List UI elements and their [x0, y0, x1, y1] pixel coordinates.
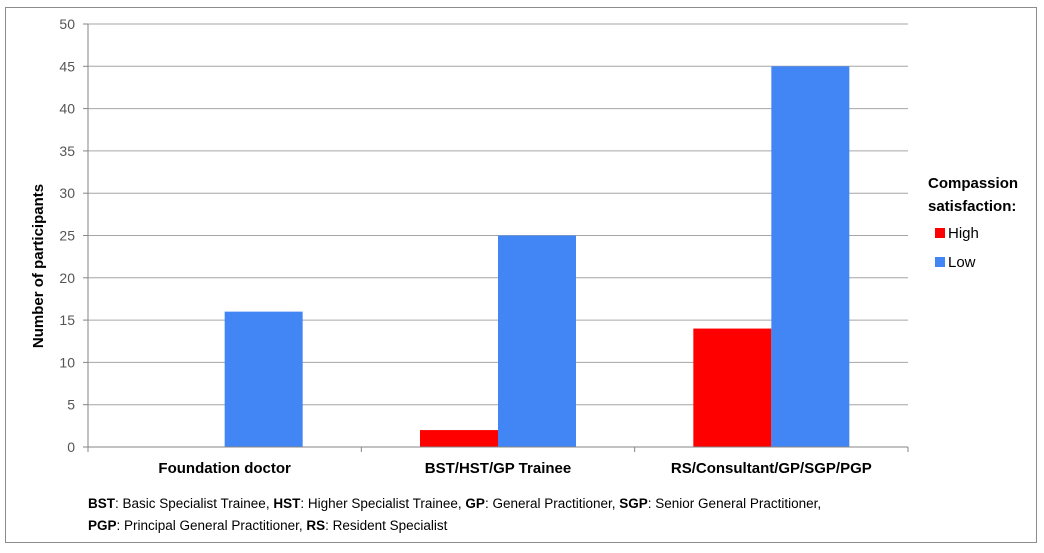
y-tick-label: 15 — [59, 312, 75, 328]
footnote-text: : General Practitioner, — [484, 496, 620, 511]
legend-title-line1: Compassion — [928, 175, 1018, 192]
footnote-abbr: GP — [465, 496, 485, 511]
footnote-abbr: HST — [273, 496, 301, 511]
footnote: BST: Basic Specialist Trainee, HST: High… — [88, 493, 948, 537]
category-labels: Foundation doctor BST/HST/GP Trainee RS/Co… — [158, 460, 871, 477]
y-tick-label: 5 — [67, 397, 75, 413]
y-tick-label: 0 — [67, 439, 75, 455]
footnote-entry: RS: Resident Specialist — [306, 518, 447, 533]
category-label: RS/Consultant/GP/SGP/PGP — [671, 460, 872, 477]
footnote-text: : Principal General Practitioner, — [116, 518, 307, 533]
y-tick-label: 25 — [59, 228, 75, 244]
bar-low-1 — [498, 235, 576, 447]
y-axis-label: Number of participants — [30, 184, 47, 348]
footnote-entry: BST: Basic Specialist Trainee, — [88, 496, 273, 511]
legend: Compassion satisfaction: High Low — [928, 175, 1018, 271]
legend-label-low: Low — [948, 254, 976, 271]
footnote-text: : Senior General Practitioner, — [647, 496, 822, 511]
footnote-text: : Resident Specialist — [325, 518, 448, 533]
legend-title-line2: satisfaction: — [928, 198, 1016, 215]
footnote-entry: GP: General Practitioner, — [465, 496, 619, 511]
legend-label-high: High — [948, 225, 979, 242]
y-tick-label: 35 — [59, 143, 75, 159]
bar-high-1 — [420, 430, 498, 447]
y-tick-labels: 0 5 10 15 20 25 30 35 40 45 50 — [59, 16, 75, 455]
footnote-text: : Basic Specialist Trainee, — [115, 496, 274, 511]
category-label: BST/HST/GP Trainee — [425, 460, 571, 477]
footnote-abbr: RS — [306, 518, 326, 533]
axes — [87, 24, 909, 452]
footnote-text: : Higher Specialist Trainee, — [300, 496, 466, 511]
legend-swatch-high — [935, 228, 945, 238]
y-tick-label: 20 — [59, 270, 75, 286]
footnote-entry: HST: Higher Specialist Trainee, — [273, 496, 465, 511]
y-tick-label: 45 — [59, 58, 75, 74]
bars — [224, 66, 850, 448]
footnote-abbr: SGP — [619, 496, 648, 511]
category-label: Foundation doctor — [158, 460, 291, 477]
legend-swatch-low — [935, 257, 945, 267]
footnote-entry: PGP: Principal General Practitioner, — [88, 518, 306, 533]
footnote-abbr: BST — [88, 496, 115, 511]
bar-low-0 — [224, 311, 303, 447]
bar-low-2 — [771, 66, 850, 448]
y-tick-label: 30 — [59, 185, 75, 201]
bar-high-2 — [693, 328, 772, 447]
y-tick-label: 40 — [59, 101, 75, 117]
y-tick-label: 10 — [59, 354, 75, 370]
y-tick-label: 50 — [59, 16, 75, 32]
footnote-abbr: PGP — [88, 518, 117, 533]
footnote-entry: SGP: Senior General Practitioner, — [619, 496, 821, 511]
